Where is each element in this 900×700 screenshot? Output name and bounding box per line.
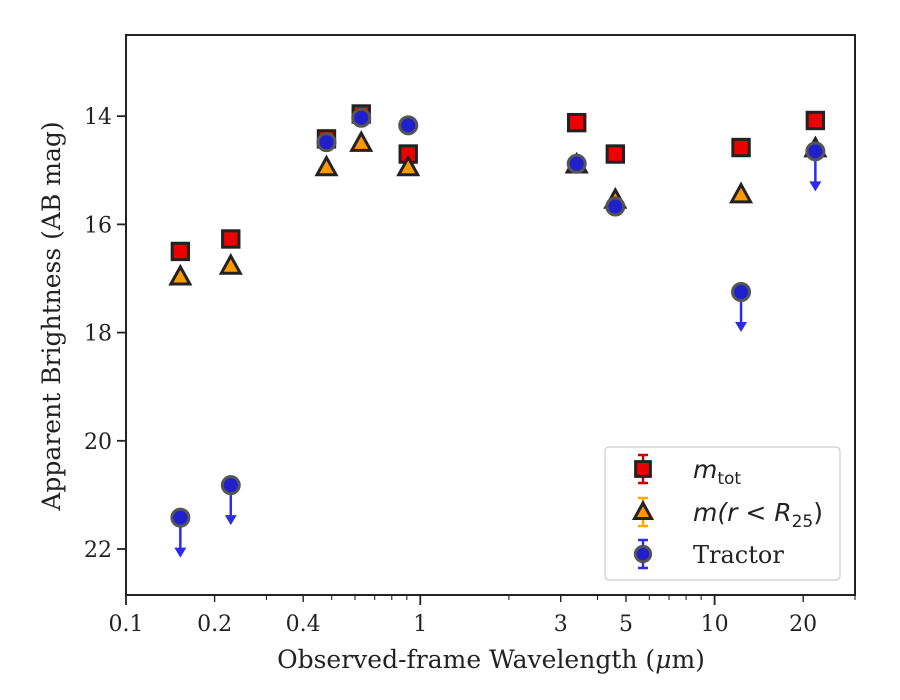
data-point-tractor <box>351 107 372 128</box>
x-tick-label: 0.1 <box>109 612 144 637</box>
legend-label-mtot: mtot <box>693 455 741 489</box>
data-point-mtot <box>567 112 587 133</box>
data-point-m_r25 <box>314 154 339 177</box>
data-point-tractor <box>220 475 241 496</box>
series-tractor <box>170 107 826 558</box>
y-tick-label: 14 <box>84 105 112 130</box>
data-point-m_r25 <box>218 252 243 275</box>
upper-limit-arrowhead <box>735 322 748 333</box>
legend-marker-m_r25 <box>631 499 655 520</box>
data-point-tractor <box>566 153 587 174</box>
y-tick-label: 18 <box>84 322 112 347</box>
x-axis-ticks: 0.1 0.2 0.4 1 3 5 10 20 <box>109 595 856 637</box>
legend-marker-mtot <box>634 460 652 478</box>
data-point-m_r25 <box>168 263 193 286</box>
data-point-tractor <box>398 115 419 136</box>
data-point-m_r25 <box>729 181 754 204</box>
plot-frame <box>125 34 856 596</box>
data-point-m_r25 <box>349 130 374 152</box>
y-tick-label: 22 <box>84 538 112 563</box>
x-axis-label: Observed-frame Wavelength (μm) <box>277 645 705 674</box>
data-point-mtot <box>805 110 826 131</box>
upper-limit-arrowhead <box>174 547 187 558</box>
data-point-tractor <box>316 132 337 153</box>
legend-label-tractor: Tractor <box>693 541 784 569</box>
data-point-m_r25 <box>396 154 421 177</box>
upper-limit-arrowhead <box>224 515 237 526</box>
data-point-mtot <box>731 137 751 158</box>
x-tick-label: 1 <box>413 612 427 637</box>
data-point-mtot <box>605 144 626 164</box>
x-tick-label: 20 <box>789 612 817 637</box>
data-point-mtot <box>170 241 191 262</box>
y-axis-ticks: 14 16 18 20 22 <box>84 105 126 563</box>
legend-box <box>604 446 841 581</box>
legend-label-m-r25: m(r < R25) <box>693 498 823 532</box>
upper-limit-arrowhead <box>809 181 822 192</box>
y-tick-label: 16 <box>84 213 112 238</box>
data-point-mtot <box>221 229 241 249</box>
x-tick-label: 0.4 <box>286 612 321 637</box>
legend: mtot m(r < R25) Tractor <box>604 446 841 581</box>
plot-layer <box>168 104 828 558</box>
y-tick-label: 20 <box>84 430 112 455</box>
y-axis-label: Apparent Brightness (AB mag) <box>37 121 66 511</box>
x-tick-label: 10 <box>701 612 729 637</box>
data-point-tractor <box>731 282 752 303</box>
legend-marker-tractor <box>633 544 653 564</box>
data-point-tractor <box>170 507 191 528</box>
data-point-tractor <box>805 141 826 162</box>
legend-markers <box>631 453 655 570</box>
data-point-tractor <box>605 196 626 217</box>
x-tick-label: 0.2 <box>197 612 232 637</box>
x-tick-label: 3 <box>554 612 568 637</box>
x-tick-label: 5 <box>619 612 633 637</box>
